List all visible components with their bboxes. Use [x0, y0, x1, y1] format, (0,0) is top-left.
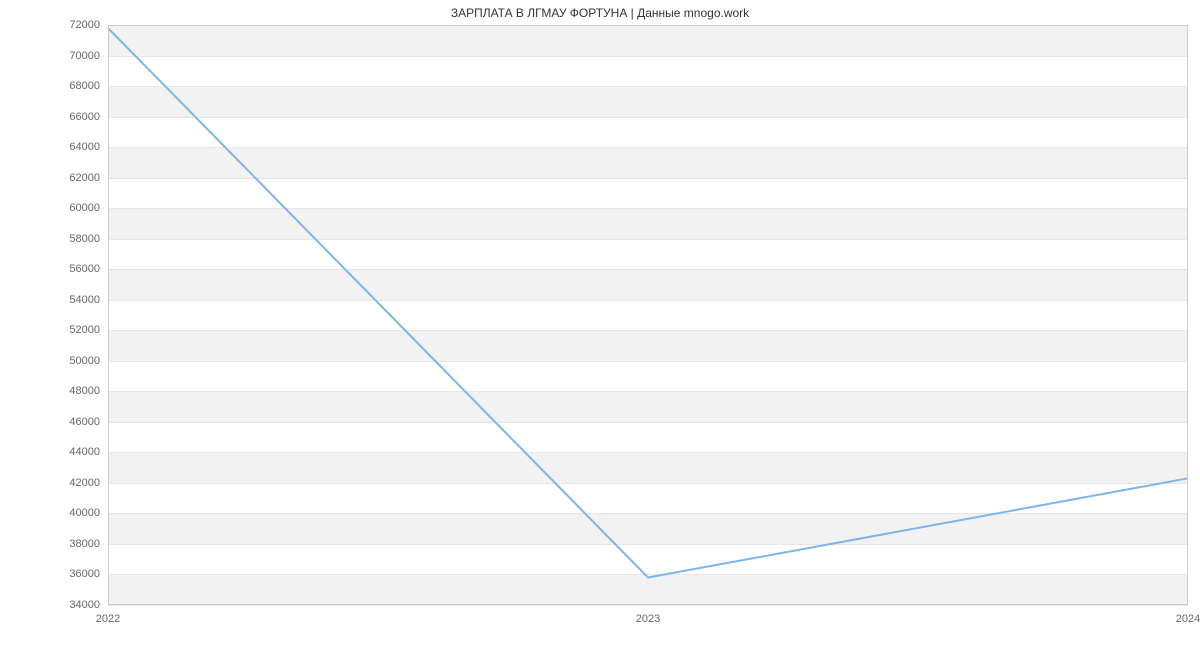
- y-tick-label: 68000: [0, 80, 100, 92]
- chart-title: ЗАРПЛАТА В ЛГМАУ ФОРТУНА | Данные mnogo.…: [0, 6, 1200, 20]
- x-tick-label: 2022: [96, 613, 120, 625]
- x-tick-label: 2024: [1176, 613, 1200, 625]
- y-tick-label: 70000: [0, 50, 100, 62]
- y-tick-label: 52000: [0, 324, 100, 336]
- y-tick-label: 38000: [0, 538, 100, 550]
- y-tick-label: 58000: [0, 233, 100, 245]
- x-tick-label: 2023: [636, 613, 660, 625]
- y-tick-label: 72000: [0, 19, 100, 31]
- y-tick-label: 36000: [0, 568, 100, 580]
- y-tick-label: 44000: [0, 446, 100, 458]
- data-line: [108, 25, 1188, 605]
- y-tick-label: 64000: [0, 141, 100, 153]
- y-tick-label: 46000: [0, 416, 100, 428]
- y-tick-label: 48000: [0, 385, 100, 397]
- y-tick-label: 50000: [0, 355, 100, 367]
- y-tick-label: 54000: [0, 294, 100, 306]
- y-tick-label: 40000: [0, 507, 100, 519]
- y-tick-label: 66000: [0, 111, 100, 123]
- plot-area: [108, 25, 1188, 605]
- y-tick-label: 56000: [0, 263, 100, 275]
- y-tick-label: 62000: [0, 172, 100, 184]
- series-line: [108, 28, 1188, 577]
- grid-line: [108, 605, 1188, 606]
- y-tick-label: 34000: [0, 599, 100, 611]
- salary-line-chart: ЗАРПЛАТА В ЛГМАУ ФОРТУНА | Данные mnogo.…: [0, 0, 1200, 650]
- y-tick-label: 42000: [0, 477, 100, 489]
- y-tick-label: 60000: [0, 202, 100, 214]
